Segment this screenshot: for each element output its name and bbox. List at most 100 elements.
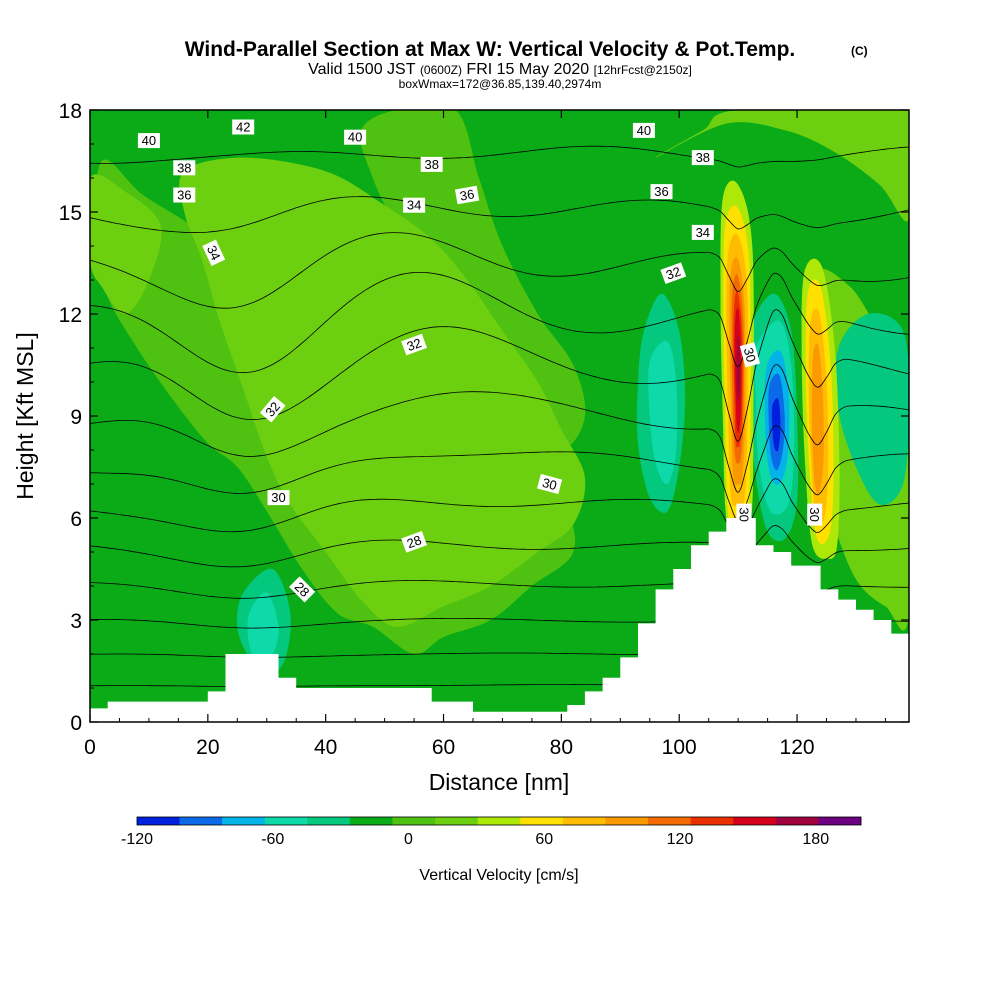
contour-label-4: 36 (173, 187, 196, 203)
isentrope-8 (90, 425, 909, 522)
contour-label-text: 36 (459, 186, 476, 203)
contour-label-text: 32 (405, 335, 424, 354)
contour-label-text: 38 (696, 150, 710, 165)
contour-label-text: 28 (405, 532, 424, 551)
isentrope-15 (84, 90, 915, 100)
contour-label-17: 30 (537, 473, 563, 495)
colorbar-swatch (562, 817, 606, 825)
contour-label-box (401, 333, 428, 356)
velocity-region-2 (179, 157, 586, 627)
y-tick-label: 6 (70, 508, 82, 531)
contour-label-text: 34 (204, 243, 224, 262)
colorbar-tick-label: -60 (261, 831, 284, 848)
velocity-region-15 (771, 397, 781, 452)
colorbar-swatch (349, 817, 393, 825)
colorbar-swatch (477, 817, 521, 825)
contour-label-box (267, 490, 290, 506)
contour-label-text: 30 (541, 475, 559, 493)
contour-labels: 40 42 40 38 36 38 36 34 40 38 36 34 32 34 32 32 30 30 30 30… (137, 119, 823, 603)
contour-label-19: 30 (736, 503, 752, 526)
contour-label-13: 34 (202, 239, 226, 266)
y-tick-label: 18 (59, 100, 82, 123)
contour-label-18: 30 (267, 490, 290, 506)
x-axis-label: Distance [nm] (429, 769, 570, 795)
x-tick-label: 20 (196, 736, 219, 759)
x-tick-label: 40 (314, 736, 337, 759)
contour-label-box (632, 122, 655, 138)
y-tick-label: 3 (70, 610, 82, 633)
contour-label-box (344, 129, 367, 145)
contour-label-box (202, 239, 226, 266)
colorbar-label: Vertical Velocity [cm/s] (419, 867, 578, 884)
contour-label-box (420, 156, 443, 172)
colorbar-tick-label: -120 (121, 831, 153, 848)
contour-label-10: 36 (650, 184, 673, 200)
isentrope-10 (90, 309, 909, 442)
terrain (90, 518, 909, 722)
x-tick-label: 120 (780, 736, 815, 759)
x-tick-label: 80 (550, 736, 573, 759)
isentrope-14 (90, 145, 909, 168)
contour-label-box (736, 503, 752, 526)
contour-label-box (232, 119, 255, 135)
x-tick-label: 100 (662, 736, 697, 759)
colorbar-tick-label: 0 (404, 831, 413, 848)
velocity-region-4 (90, 174, 162, 315)
contour-label-6: 36 (454, 185, 480, 205)
contour-label-21: 28 (401, 530, 428, 553)
contour-label-9: 38 (691, 150, 714, 166)
contour-label-box (739, 342, 760, 368)
contour-label-11: 34 (691, 224, 714, 240)
contour-label-20: 30 (807, 503, 823, 526)
colorbar-tick-label: 120 (667, 831, 694, 848)
y-tick-label: 0 (70, 712, 82, 735)
velocity-region-1 (360, 110, 586, 451)
velocity-region-8 (835, 313, 909, 505)
contour-label-text: 40 (637, 123, 651, 138)
contour-label-box (173, 187, 196, 203)
valid-date: FRI 15 May 2020 (466, 61, 589, 78)
colorbar-swatch (690, 817, 734, 825)
colorbar-swatch (137, 817, 180, 825)
contour-label-text: 40 (348, 130, 362, 145)
contour-label-box (650, 184, 673, 200)
contour-label-7: 34 (403, 197, 426, 213)
contour-label-text: 30 (271, 490, 285, 505)
contour-label-text: 36 (177, 188, 191, 203)
contour-label-box (691, 224, 714, 240)
isentrope-11 (90, 271, 909, 374)
contour-label-text: 38 (177, 160, 191, 175)
contour-label-8: 40 (632, 122, 655, 138)
colorbar-swatch (605, 817, 649, 825)
contour-label-text: 30 (807, 507, 822, 521)
colorbar: -120 -60 0 60 120 180 (121, 816, 862, 848)
colorbar-swatch (520, 817, 564, 825)
contour-label-text: 34 (407, 198, 421, 213)
valid-utc: (0600Z) (420, 63, 462, 77)
isentrope-7 (90, 478, 909, 541)
contour-label-text: 38 (424, 157, 438, 172)
contour-label-text: 34 (696, 225, 710, 240)
contour-label-box (454, 185, 480, 205)
contour-label-box (807, 503, 823, 526)
contour-label-text: 42 (236, 120, 250, 135)
colorbar-swatch (818, 817, 862, 825)
contour-label-14: 32 (401, 333, 428, 356)
colorbar-swatch (222, 817, 266, 825)
valid-line: Valid 1500 JST (0600Z) FRI 15 May 2020 [… (308, 61, 692, 78)
box-info: boxWmax=172@36.85,139.40,2974m (399, 77, 602, 91)
isentrope-9 (90, 364, 909, 493)
y-tick-label: 9 (70, 406, 82, 429)
contour-label-box (137, 133, 160, 149)
velocity-fill-layer (90, 110, 909, 675)
y-axis-label: Height [Kft MSL] (12, 332, 38, 499)
x-tick-label: 60 (432, 736, 455, 759)
velocity-region-12 (247, 592, 279, 665)
contour-label-12: 32 (660, 262, 687, 285)
colorbar-swatch (179, 817, 223, 825)
contour-label-text: 36 (654, 184, 668, 199)
valid-prefix: Valid 1500 JST (308, 61, 416, 78)
contour-label-0: 40 (137, 133, 160, 149)
isentrope-12 (90, 232, 909, 309)
